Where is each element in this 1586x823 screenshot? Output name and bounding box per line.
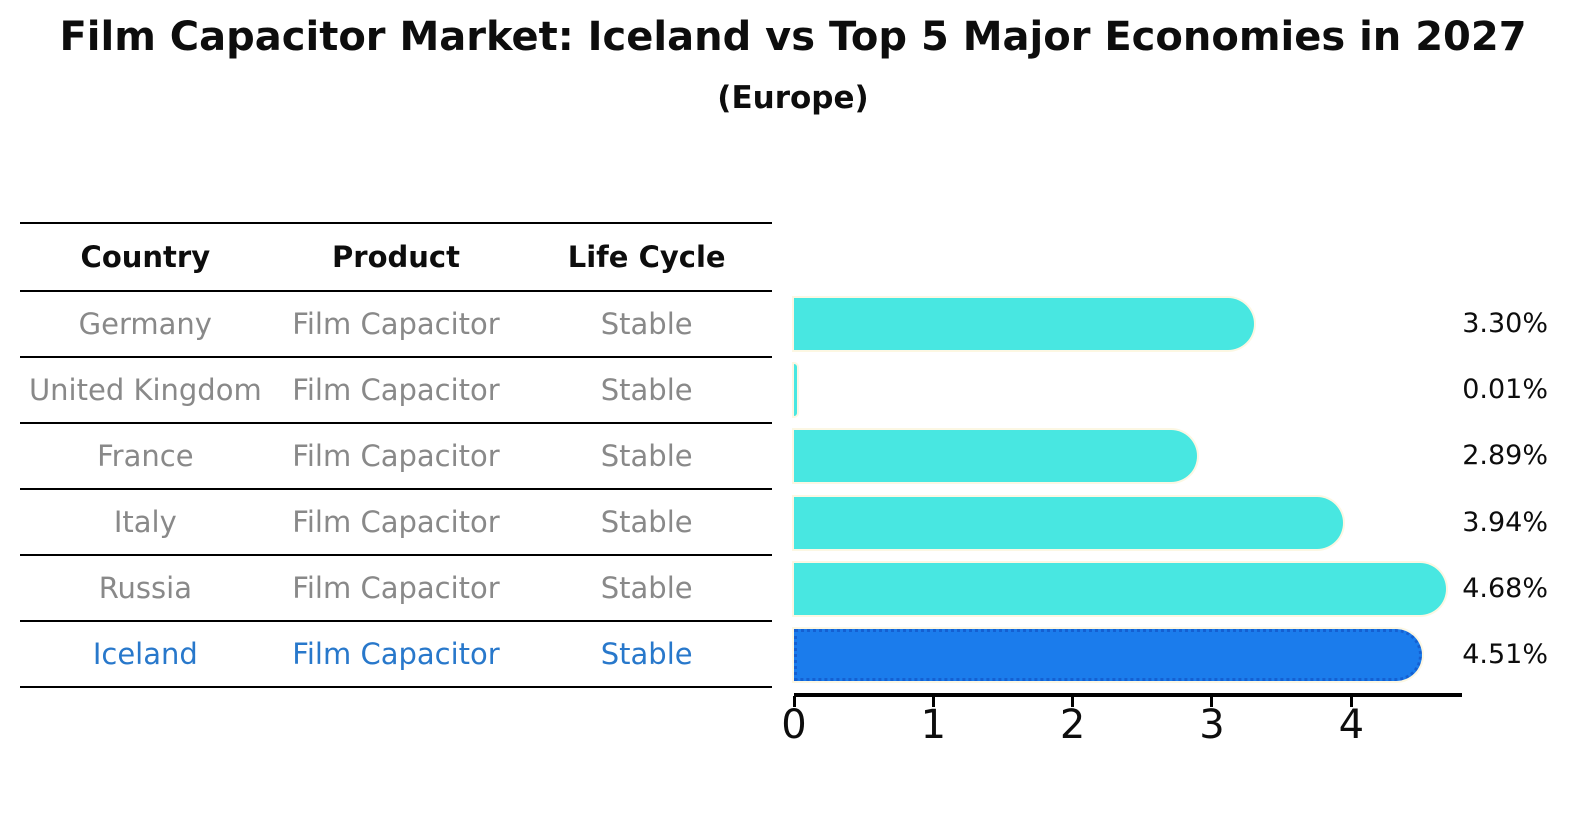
table-header-product: Product [332,240,460,274]
bar-united-kingdom [794,364,797,417]
cell-country: France [97,439,194,473]
cell-life-cycle: Stable [600,307,693,341]
cell-life-cycle: Stable [600,637,693,671]
x-tick-label-1: 1 [920,702,947,748]
x-tick-label-0: 0 [781,702,807,748]
bar-iceland [794,629,1423,681]
cell-life-cycle: Stable [600,505,693,539]
table-body: Germany Film Capacitor Stable United Kin… [20,292,772,688]
x-tick-mark-3 [1210,696,1214,707]
chart-subtitle: (Europe) [717,80,869,116]
table-row: Iceland Film Capacitor Stable [20,622,772,688]
table-header-life-cycle: Life Cycle [567,240,726,274]
x-tick-mark-0 [792,696,796,707]
table-row: United Kingdom Film Capacitor Stable [20,358,772,424]
table-row: France Film Capacitor Stable [20,424,772,490]
cell-country: Italy [113,505,177,539]
cell-product: Film Capacitor [292,571,500,605]
x-tick-mark-2 [1071,696,1075,707]
chart-title: Film Capacitor Market: Iceland vs Top 5 … [59,14,1527,60]
table-row: Germany Film Capacitor Stable [20,292,772,358]
bar-italy [794,496,1343,549]
value-label-italy: 3.94% [1462,506,1548,538]
cell-country: United Kingdom [28,373,262,407]
x-tick-label-2: 2 [1059,702,1086,748]
table-row: Russia Film Capacitor Stable [20,556,772,622]
value-label-germany: 3.30% [1462,308,1548,339]
x-axis-line [794,693,1462,697]
x-tick-label-3: 3 [1199,702,1225,748]
x-tick-mark-1 [931,696,935,707]
bar-russia [794,562,1447,615]
table-header-country: Country [80,240,211,274]
cell-life-cycle: Stable [600,373,693,407]
cell-product: Film Capacitor [292,637,500,671]
cell-product: Film Capacitor [292,373,500,407]
value-label-iceland: 4.51% [1462,639,1548,670]
cell-product: Film Capacitor [292,439,500,473]
cell-country: Russia [98,571,192,605]
cell-country: Iceland [92,637,198,671]
cell-life-cycle: Stable [600,439,693,473]
cell-country: Germany [78,307,212,341]
x-tick-label-4: 4 [1338,702,1365,748]
x-tick-mark-4 [1349,696,1353,707]
cell-product: Film Capacitor [292,505,500,539]
bar-germany [794,298,1254,350]
value-label-united-kingdom: 0.01% [1462,374,1548,406]
value-label-france: 2.89% [1462,440,1548,472]
table-header-row: Country Product Life Cycle [20,224,772,292]
cell-life-cycle: Stable [600,571,693,605]
info-table: Country Product Life Cycle Germany Film … [20,222,772,688]
cell-product: Film Capacitor [292,307,500,341]
value-label-russia: 4.68% [1462,572,1548,604]
bar-france [794,430,1197,483]
table-row: Italy Film Capacitor Stable [20,490,772,556]
